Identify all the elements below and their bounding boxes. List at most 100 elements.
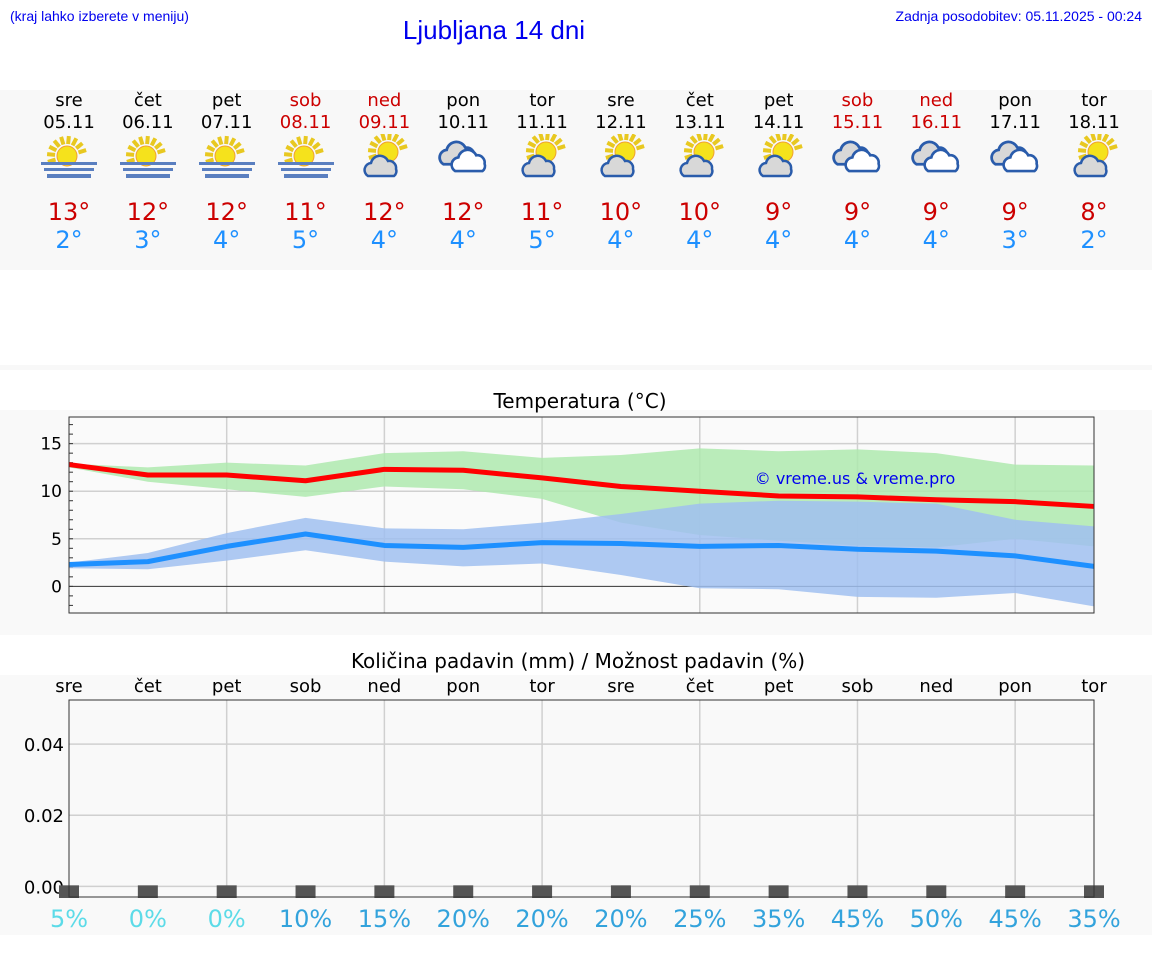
min-temperature: 4° xyxy=(607,226,635,254)
precipitation-chart: Količina padavin (mm) / Možnost padavin … xyxy=(0,649,1152,935)
temperature-chart: Temperatura (°C) 0 5 10 15 © vreme.us & vreme… xyxy=(0,389,1152,635)
min-temperature: 4° xyxy=(370,226,399,254)
min-temperature: 3° xyxy=(1001,226,1029,254)
precipitation-probability: 10% xyxy=(279,905,332,933)
max-temperature: 9° xyxy=(922,198,950,226)
min-temperature: 4° xyxy=(213,226,241,254)
min-temperature-range-band xyxy=(69,500,1094,607)
day-date: 07.11 xyxy=(200,112,253,133)
precipitation-probability: 20% xyxy=(437,905,490,933)
day-date: 14.11 xyxy=(752,112,805,133)
x-day-label: sre xyxy=(607,676,634,697)
max-temperature: 11° xyxy=(284,198,327,226)
max-temperature: 9° xyxy=(1001,198,1029,226)
y-tick-label: 5 xyxy=(51,530,62,550)
day-date: 15.11 xyxy=(831,112,884,133)
fog-sun-icon xyxy=(266,134,346,182)
precipitation-bar xyxy=(926,885,947,898)
y-tick-label: 0.00 xyxy=(24,877,64,898)
cloudy-icon xyxy=(896,134,976,182)
cloudy-icon xyxy=(817,134,897,182)
max-temperature: 12° xyxy=(205,198,248,226)
day-name: sob xyxy=(289,90,322,111)
day-date: 16.11 xyxy=(910,112,963,133)
min-temperature: 4° xyxy=(843,226,872,254)
precipitation-bar xyxy=(610,885,631,898)
max-temperature: 12° xyxy=(126,198,170,226)
chart-background xyxy=(0,675,1152,935)
partly-cloudy-icon xyxy=(344,131,424,182)
max-temperature: 13° xyxy=(47,198,91,226)
fog-sun-icon xyxy=(187,134,267,182)
precipitation-probability: 45% xyxy=(988,905,1041,933)
x-day-label: pet xyxy=(212,676,242,697)
x-day-label: tor xyxy=(1081,676,1107,697)
x-day-label: pon xyxy=(998,676,1032,697)
precipitation-bar xyxy=(532,885,553,898)
precipitation-bar xyxy=(1005,885,1026,898)
precipitation-probability: 5% xyxy=(50,905,88,933)
precipitation-bar xyxy=(216,885,237,898)
page-title: Ljubljana 14 dni xyxy=(402,15,586,45)
cloudy-icon xyxy=(423,134,503,182)
precipitation-bar xyxy=(374,885,395,898)
day-date: 17.11 xyxy=(989,112,1041,133)
precipitation-probability: 45% xyxy=(831,905,884,933)
x-day-label: čet xyxy=(686,676,714,697)
watermark: © vreme.us & vreme.pro xyxy=(755,469,956,488)
partly-cloudy-icon xyxy=(581,131,661,182)
min-temperature: 2° xyxy=(55,226,83,254)
precipitation-bar xyxy=(453,885,474,898)
precipitation-probability: 0% xyxy=(129,905,167,933)
precipitation-probability: 35% xyxy=(1067,905,1120,933)
day-date: 11.11 xyxy=(516,112,568,133)
precipitation-probability: 25% xyxy=(673,905,726,933)
min-temperature: 3° xyxy=(134,226,162,254)
divider xyxy=(0,365,1152,370)
plot-frame xyxy=(68,699,1095,898)
precipitation-probability: 0% xyxy=(208,905,246,933)
day-name: tor xyxy=(1081,90,1107,111)
min-temperature: 5° xyxy=(291,226,320,254)
x-day-label: ned xyxy=(367,676,401,697)
day-date: 09.11 xyxy=(358,112,411,133)
precipitation-probability: 35% xyxy=(752,905,805,933)
day-date: 05.11 xyxy=(43,112,95,133)
x-day-label: pon xyxy=(446,676,480,697)
min-temperature: 4° xyxy=(922,226,950,254)
partly-cloudy-icon xyxy=(660,131,740,182)
precipitation-bar xyxy=(689,885,710,898)
x-day-label: tor xyxy=(529,676,555,697)
precipitation-probability: 20% xyxy=(515,905,568,933)
min-temperature: 4° xyxy=(686,226,714,254)
y-tick-label: 0.04 xyxy=(24,735,64,756)
max-temperature: 8° xyxy=(1080,198,1108,226)
max-temperature: 10° xyxy=(678,198,722,226)
precipitation-bar xyxy=(847,885,868,898)
location-hint: (kraj lahko izberete v meniju) xyxy=(10,8,189,24)
min-temperature-line xyxy=(68,531,1095,569)
day-date: 18.11 xyxy=(1068,112,1120,133)
day-name: ned xyxy=(919,90,954,111)
last-updated: Zadnja posodobitev: 05.11.2025 - 00:24 xyxy=(895,8,1142,24)
forecast-strip xyxy=(0,90,1152,270)
precipitation-bar xyxy=(768,885,789,898)
y-tick-label: 10 xyxy=(40,482,62,502)
day-name: čet xyxy=(685,90,714,111)
day-name: čet xyxy=(133,90,162,111)
day-name: ned xyxy=(367,90,402,111)
x-day-label: sre xyxy=(55,676,82,697)
y-tick-label: 15 xyxy=(40,435,62,455)
chart-title: Temperatura (°C) xyxy=(492,389,666,413)
day-name: tor xyxy=(529,90,555,111)
day-name: pet xyxy=(763,90,794,111)
partly-cloudy-icon xyxy=(1054,131,1134,182)
precipitation-probability: 15% xyxy=(358,905,411,933)
fog-sun-icon xyxy=(29,134,109,182)
day-date: 10.11 xyxy=(437,112,489,133)
x-day-label: sob xyxy=(842,676,874,697)
day-date: 08.11 xyxy=(279,112,332,133)
max-temperature: 11° xyxy=(520,198,564,226)
chart-title: Količina padavin (mm) / Možnost padavin … xyxy=(351,649,805,673)
y-tick-label: 0 xyxy=(51,577,62,597)
